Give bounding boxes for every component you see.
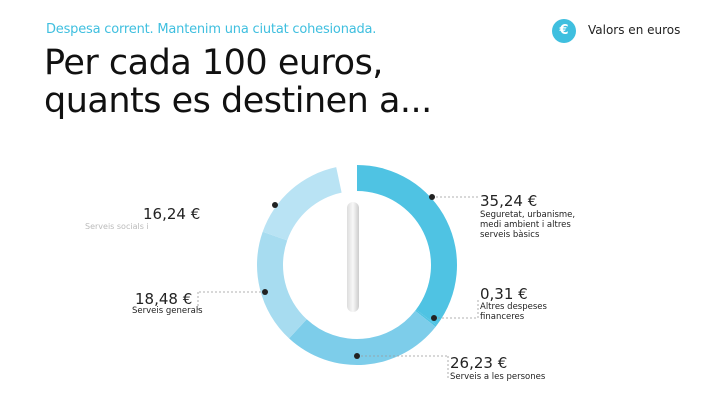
category-label: Serveis a les persones bbox=[450, 372, 546, 382]
unit-text: Valors en euros bbox=[588, 23, 681, 37]
value-label: 0,31 € bbox=[480, 285, 528, 303]
annotation-dot bbox=[272, 202, 278, 208]
value-label: 18,48 € bbox=[135, 290, 193, 308]
category-label: Serveis generals bbox=[132, 306, 203, 316]
subtitle: Despesa corrent. Mantenim una ciutat coh… bbox=[46, 22, 377, 37]
title-line: quants es destinen a... bbox=[44, 81, 432, 121]
value-label: 26,23 € bbox=[450, 354, 508, 372]
annotation-dot bbox=[431, 315, 437, 321]
donut-segment bbox=[415, 309, 437, 327]
category-label: Altres despeses financeres bbox=[480, 302, 547, 322]
title: Per cada 100 euros, quants es destinen a… bbox=[44, 44, 432, 120]
value-label: 16,24 € bbox=[143, 205, 201, 223]
annotation-dot bbox=[354, 353, 360, 359]
donut-segment bbox=[289, 310, 436, 365]
decoration bbox=[347, 202, 359, 312]
unit-icon: € bbox=[552, 19, 576, 43]
title-line: Per cada 100 euros, bbox=[44, 43, 383, 83]
category-label: Seguretat, urbanisme, medi ambient i alt… bbox=[480, 210, 576, 240]
value-label: 35,24 € bbox=[480, 192, 538, 210]
donut-segment bbox=[357, 165, 457, 326]
annotation-dot bbox=[429, 194, 435, 200]
donut-segment bbox=[257, 231, 307, 339]
donut-segment bbox=[262, 167, 342, 241]
category-label: Serveis socials i bbox=[85, 222, 149, 231]
annotation-dot bbox=[262, 289, 268, 295]
